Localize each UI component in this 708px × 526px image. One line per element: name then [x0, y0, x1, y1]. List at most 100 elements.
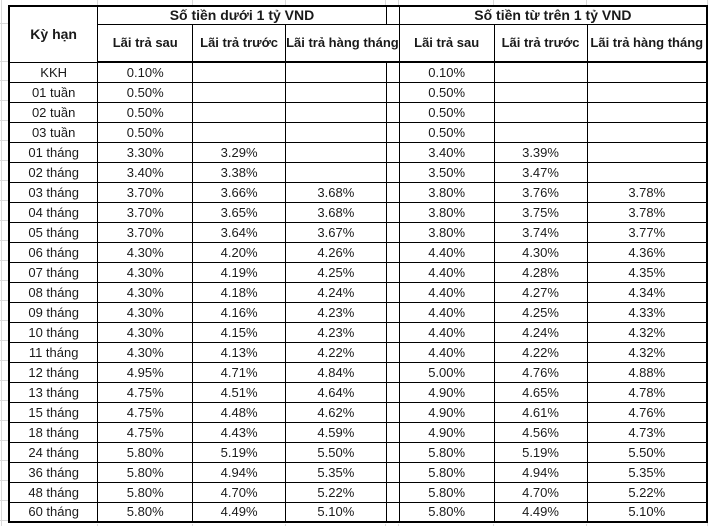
term-cell: 06 tháng [8, 241, 99, 263]
spacer-cell [385, 341, 400, 363]
rate-cell: 5.80% [97, 481, 194, 503]
rate-cell: 4.94% [192, 461, 287, 483]
table-row: 36 tháng 5.80% 4.94% 5.35% 5.80% 4.94% 5.35% [8, 461, 708, 483]
rate-cell: 0.50% [398, 121, 495, 143]
sheet-gridline [385, 524, 386, 526]
rate-cell: 5.80% [398, 461, 495, 483]
rate-cell: 4.76% [493, 361, 588, 383]
term-cell: 15 tháng [8, 401, 99, 423]
group-header-under-1b: Số tiền dưới 1 tỷ VND [97, 5, 387, 25]
term-cell: 09 tháng [8, 301, 99, 323]
rate-cell: 3.68% [285, 201, 387, 223]
rate-cell: 4.40% [398, 321, 495, 343]
rate-cell: 4.56% [493, 421, 588, 443]
rate-cell: 4.76% [586, 401, 708, 423]
sheet-gridline [97, 0, 98, 5]
rate-cell: 4.30% [493, 241, 588, 263]
rate-cell [586, 81, 708, 103]
spacer-cell [385, 481, 400, 503]
rate-cell: 4.75% [97, 381, 194, 403]
rate-cell [285, 161, 387, 183]
table-row: 01 tuần 0.50% 0.50% [8, 81, 708, 103]
rate-cell: 4.84% [285, 361, 387, 383]
rate-cell: 4.33% [586, 301, 708, 323]
rate-cell: 4.73% [586, 421, 708, 443]
sheet-gridline [586, 0, 587, 5]
rate-cell [192, 81, 287, 103]
table-row: 12 tháng 4.95% 4.71% 4.84% 5.00% 4.76% 4.88% [8, 361, 708, 383]
rate-cell: 5.22% [285, 481, 387, 503]
rate-cell: 4.18% [192, 281, 287, 303]
table-row: 05 tháng 3.70% 3.64% 3.67% 3.80% 3.74% 3.77% [8, 221, 708, 243]
rate-cell: 4.28% [493, 261, 588, 283]
spacer-cell [385, 201, 400, 223]
table-row: 48 tháng 5.80% 4.70% 5.22% 5.80% 4.70% 5.22% [8, 481, 708, 503]
rate-cell [493, 121, 588, 143]
spacer-cell [385, 301, 400, 323]
rate-cell [285, 61, 387, 83]
rate-cell: 4.34% [586, 281, 708, 303]
rate-cell: 4.26% [285, 241, 387, 263]
rate-cell: 5.35% [586, 461, 708, 483]
table-row: 24 tháng 5.80% 5.19% 5.50% 5.80% 5.19% 5.50% [8, 441, 708, 463]
rate-cell: 4.90% [398, 421, 495, 443]
spacer-cell [385, 241, 400, 263]
term-cell: 05 tháng [8, 221, 99, 243]
rate-cell: 3.74% [493, 221, 588, 243]
term-cell: 36 tháng [8, 461, 99, 483]
rate-cell: 3.70% [97, 181, 194, 203]
table-row: 60 tháng 5.80% 4.49% 5.10% 5.80% 4.49% 5.10% [8, 501, 708, 523]
table-row: 08 tháng 4.30% 4.18% 4.24% 4.40% 4.27% 4.34% [8, 281, 708, 303]
rate-cell: 0.10% [97, 61, 194, 83]
rate-cell [285, 101, 387, 123]
rate-cell: 4.49% [493, 501, 588, 523]
rate-cell: 3.75% [493, 201, 588, 223]
sheet-gridline [192, 0, 193, 5]
term-cell: 60 tháng [8, 501, 99, 523]
table-row: 18 tháng 4.75% 4.43% 4.59% 4.90% 4.56% 4.73% [8, 421, 708, 443]
rate-cell: 5.80% [398, 481, 495, 503]
table-row: 15 tháng 4.75% 4.48% 4.62% 4.90% 4.61% 4.76% [8, 401, 708, 423]
table-row: 10 tháng 4.30% 4.15% 4.23% 4.40% 4.24% 4.32% [8, 321, 708, 343]
term-cell: 02 tháng [8, 161, 99, 183]
rate-cell: 4.35% [586, 261, 708, 283]
rate-cell: 5.50% [285, 441, 387, 463]
rate-cell: 4.40% [398, 301, 495, 323]
rate-cell: 3.30% [97, 141, 194, 163]
rate-cell: 4.40% [398, 241, 495, 263]
group-header-over-1b: Số tiền từ trên 1 tỷ VND [398, 5, 708, 25]
spacer-cell [385, 441, 400, 463]
rate-cell: 4.90% [398, 401, 495, 423]
rate-cell: 3.80% [398, 201, 495, 223]
rate-cell: 4.19% [192, 261, 287, 283]
rate-cell: 4.13% [192, 341, 287, 363]
spacer-cell [385, 161, 400, 183]
term-cell: 08 tháng [8, 281, 99, 303]
sheet-gridline [586, 524, 587, 526]
rate-cell: 4.16% [192, 301, 287, 323]
table-row: 07 tháng 4.30% 4.19% 4.25% 4.40% 4.28% 4.35% [8, 261, 708, 283]
rate-cell: 0.50% [398, 101, 495, 123]
rate-cell [586, 101, 708, 123]
spacer-cell [385, 421, 400, 443]
rate-cell: 4.23% [285, 301, 387, 323]
spacer-cell [385, 361, 400, 383]
term-cell: 48 tháng [8, 481, 99, 503]
rate-cell [586, 161, 708, 183]
rate-cell: 3.66% [192, 181, 287, 203]
rate-cell: 4.51% [192, 381, 287, 403]
rate-cell: 3.68% [285, 181, 387, 203]
rate-cell: 5.50% [586, 441, 708, 463]
term-cell: 18 tháng [8, 421, 99, 443]
spacer-cell [385, 221, 400, 243]
rate-cell [493, 81, 588, 103]
rate-cell: 3.78% [586, 181, 708, 203]
term-cell: 07 tháng [8, 261, 99, 283]
rate-cell: 4.75% [97, 401, 194, 423]
rate-cell: 0.50% [97, 121, 194, 143]
sheet-gridline [398, 524, 399, 526]
col-header-under-1b-lai-tra-hang-thang: Lãi trả hàng tháng [285, 23, 400, 63]
rate-cell: 4.23% [285, 321, 387, 343]
rate-cell [586, 121, 708, 143]
